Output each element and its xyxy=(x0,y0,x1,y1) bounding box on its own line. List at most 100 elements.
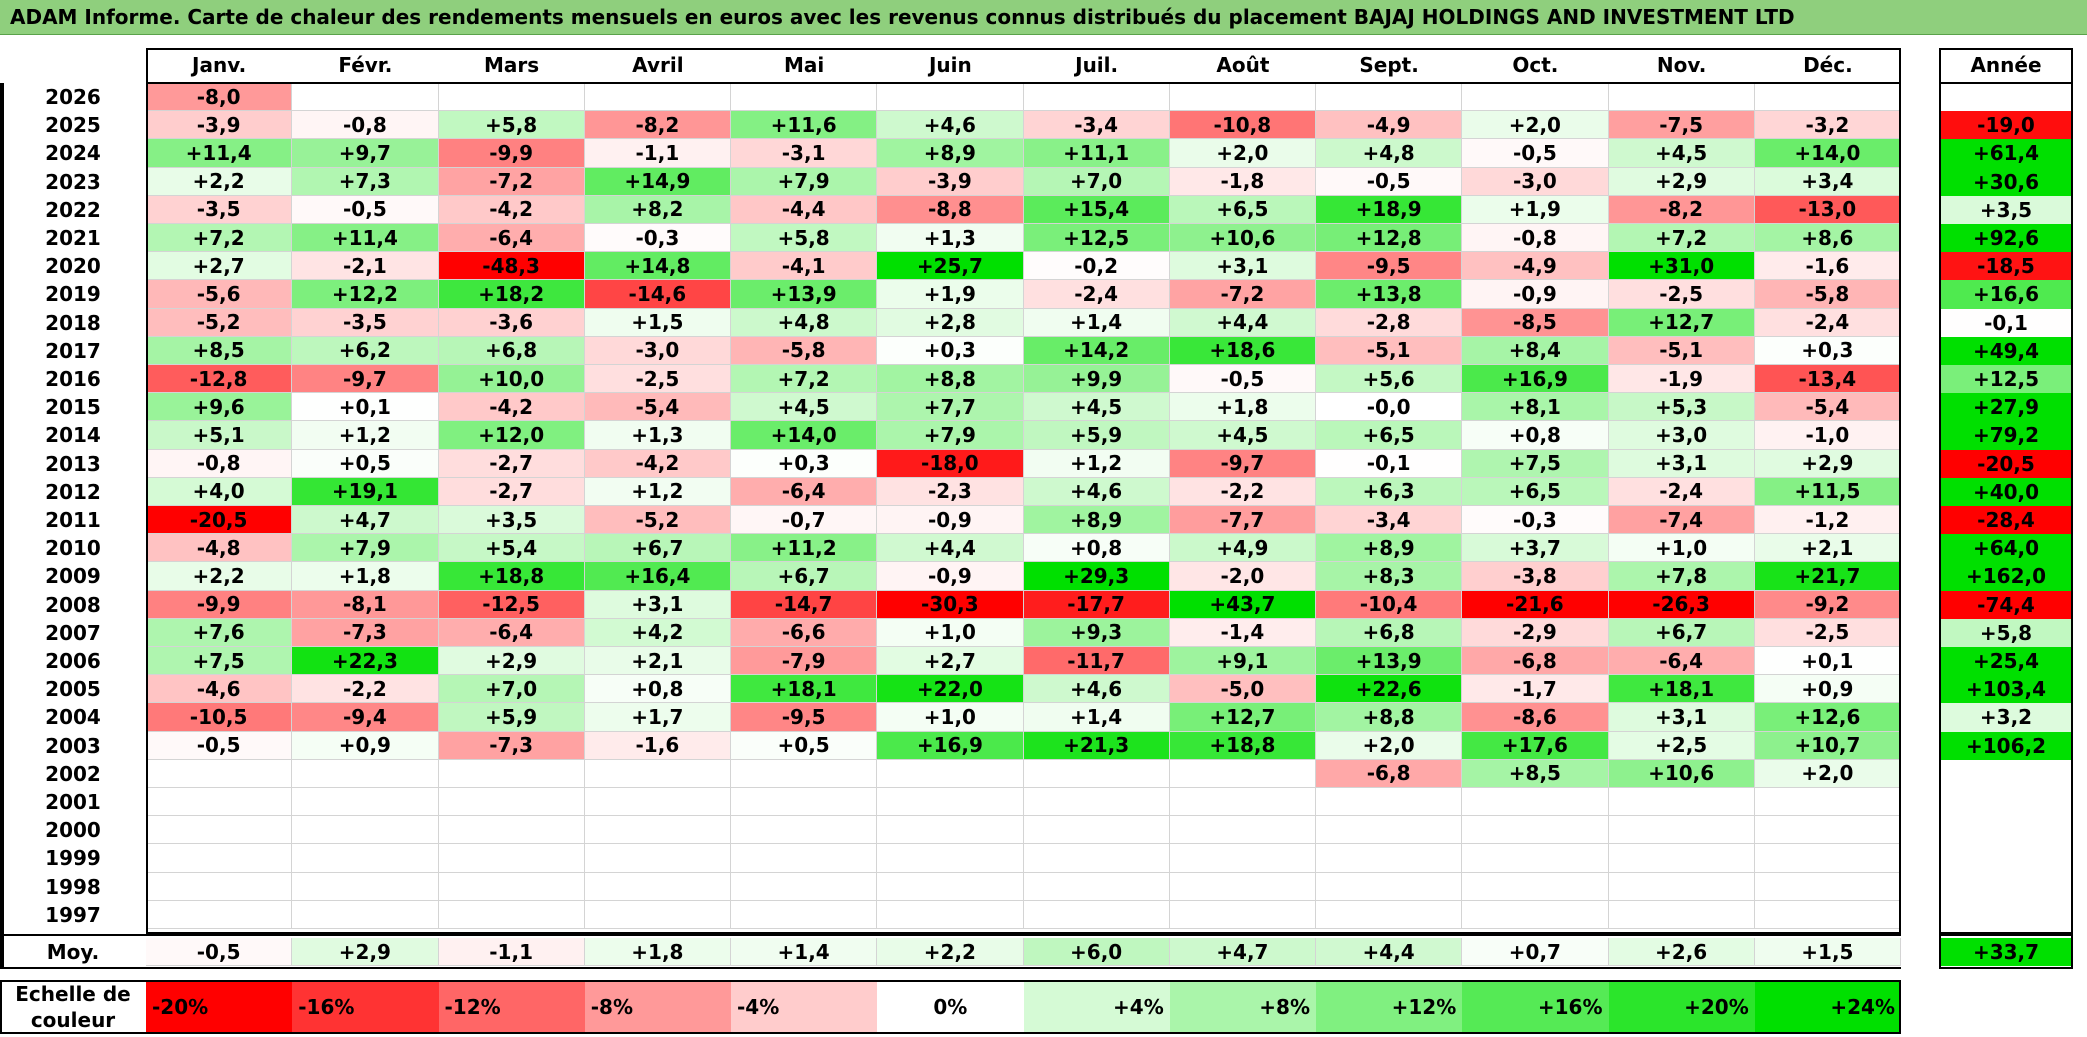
color-scale-swatch: -12% xyxy=(438,980,585,1034)
heatmap-cell: +6,8 xyxy=(438,336,585,365)
heatmap-cell: +2,1 xyxy=(1754,534,1901,563)
heatmap-cell: +2,1 xyxy=(584,647,731,676)
heatmap-cell: -1,7 xyxy=(1462,675,1609,704)
year-label: 2020 xyxy=(45,254,101,279)
heatmap-cell: +6,8 xyxy=(1316,618,1463,647)
heatmap-cell xyxy=(1608,816,1755,845)
annual-cell: -20,5 xyxy=(1939,449,2073,478)
heatmap-cell xyxy=(877,759,1024,788)
year-label: 2014 xyxy=(45,423,101,448)
annual-cell: +92,6 xyxy=(1939,224,2073,253)
heatmap-cell: +7,2 xyxy=(1608,224,1755,253)
average-cell: -1,1 xyxy=(438,938,585,966)
heatmap-cell: +7,7 xyxy=(877,393,1024,422)
year-label: 2010 xyxy=(45,536,101,561)
color-scale-label-line1: Echelle de xyxy=(15,982,131,1006)
heatmap-cell: -3,0 xyxy=(584,336,731,365)
heatmap-cell: +8,2 xyxy=(584,195,731,224)
heatmap-cell: +4,4 xyxy=(877,534,1024,563)
heatmap-cell: -6,4 xyxy=(438,618,585,647)
heatmap-cell: +7,0 xyxy=(438,675,585,704)
heatmap-cell: -2,3 xyxy=(877,477,1024,506)
heatmap-cell: +7,9 xyxy=(877,421,1024,450)
annual-cell: -0,1 xyxy=(1939,308,2073,337)
average-cell: +2,6 xyxy=(1608,938,1755,966)
heatmap-cell: +10,6 xyxy=(1608,759,1755,788)
month-header: Mars xyxy=(484,53,540,77)
heatmap-cell: +12,7 xyxy=(1169,703,1316,732)
heatmap-cell: +19,1 xyxy=(292,477,439,506)
heatmap-cell: -3,1 xyxy=(731,139,878,168)
heatmap-cell: -1,4 xyxy=(1169,618,1316,647)
heatmap-cell: +1,9 xyxy=(1462,195,1609,224)
heatmap-cell: -4,8 xyxy=(146,534,293,563)
heatmap-cell: +4,9 xyxy=(1169,534,1316,563)
color-scale-swatch: +12% xyxy=(1316,980,1463,1034)
heatmap-cell xyxy=(731,844,878,873)
heatmap-cell xyxy=(1023,872,1170,901)
heatmap-cell: -17,7 xyxy=(1023,590,1170,619)
heatmap-cell: -12,8 xyxy=(146,365,293,394)
heatmap-cell: +29,3 xyxy=(1023,562,1170,591)
heatmap-cell: +1,7 xyxy=(584,703,731,732)
color-scale-swatch: 0% xyxy=(877,980,1024,1034)
heatmap-cell: -1,8 xyxy=(1169,167,1316,196)
heatmap-cell: -0,5 xyxy=(292,195,439,224)
heatmap-cell: +14,0 xyxy=(731,421,878,450)
heatmap-cell: +1,3 xyxy=(877,224,1024,253)
heatmap-cell: +4,8 xyxy=(1316,139,1463,168)
heatmap-cell: -0,5 xyxy=(146,731,293,760)
heatmap-cell xyxy=(1169,844,1316,873)
month-header: Juil. xyxy=(1075,53,1119,77)
heatmap-cell: +9,9 xyxy=(1023,365,1170,394)
annual-cell: +49,4 xyxy=(1939,336,2073,365)
heatmap-cell: +14,0 xyxy=(1754,139,1901,168)
average-annual-cell: +33,7 xyxy=(1939,938,2073,966)
heatmap-cell xyxy=(146,759,293,788)
year-label: 2000 xyxy=(45,818,101,843)
heatmap-cell: +0,3 xyxy=(1754,336,1901,365)
heatmap-cell: +7,3 xyxy=(292,167,439,196)
heatmap-cell: -2,2 xyxy=(292,675,439,704)
heatmap-cell: -9,5 xyxy=(731,703,878,732)
heatmap-cell: +3,5 xyxy=(438,506,585,535)
heatmap-cell: +4,6 xyxy=(1023,477,1170,506)
heatmap-cell xyxy=(1169,759,1316,788)
heatmap-cell xyxy=(877,83,1024,112)
heatmap-cell: +2,0 xyxy=(1169,139,1316,168)
heatmap-cell: -1,0 xyxy=(1754,421,1901,450)
heatmap-cell xyxy=(146,816,293,845)
heatmap-cell: +1,3 xyxy=(584,421,731,450)
average-cell: +4,7 xyxy=(1169,938,1316,966)
heatmap-cell: +4,5 xyxy=(731,393,878,422)
heatmap-cell: +5,8 xyxy=(731,224,878,253)
heatmap-cell: +7,8 xyxy=(1608,562,1755,591)
heatmap-cell xyxy=(1754,788,1901,817)
heatmap-cell: +18,6 xyxy=(1169,336,1316,365)
heatmap-cell: +12,5 xyxy=(1023,224,1170,253)
heatmap-cell: -2,5 xyxy=(584,365,731,394)
header-separator xyxy=(146,82,1901,84)
heatmap-cell: +7,6 xyxy=(146,618,293,647)
heatmap-cell: +11,4 xyxy=(292,224,439,253)
heatmap-cell: -0,8 xyxy=(292,111,439,140)
year-label: 2022 xyxy=(45,197,101,222)
heatmap-cell xyxy=(1608,900,1755,929)
heatmap-cell: +10,7 xyxy=(1754,731,1901,760)
annual-cell: +64,0 xyxy=(1939,534,2073,563)
heatmap-cell: -10,8 xyxy=(1169,111,1316,140)
heatmap-cell: -0,8 xyxy=(146,449,293,478)
color-scale-label-line2: couleur xyxy=(30,1008,116,1032)
annual-cell: -19,0 xyxy=(1939,111,2073,140)
heatmap-cell xyxy=(1754,816,1901,845)
heatmap-cell xyxy=(1023,844,1170,873)
heatmap-cell: +6,5 xyxy=(1316,421,1463,450)
heatmap-cell: -5,8 xyxy=(731,336,878,365)
heatmap-cell xyxy=(1608,788,1755,817)
month-header: Juin xyxy=(928,53,972,77)
year-label: 2016 xyxy=(45,367,101,392)
heatmap-cell xyxy=(292,872,439,901)
year-label: 2019 xyxy=(45,282,101,307)
heatmap-cell: -10,5 xyxy=(146,703,293,732)
heatmap-cell: +18,2 xyxy=(438,280,585,309)
